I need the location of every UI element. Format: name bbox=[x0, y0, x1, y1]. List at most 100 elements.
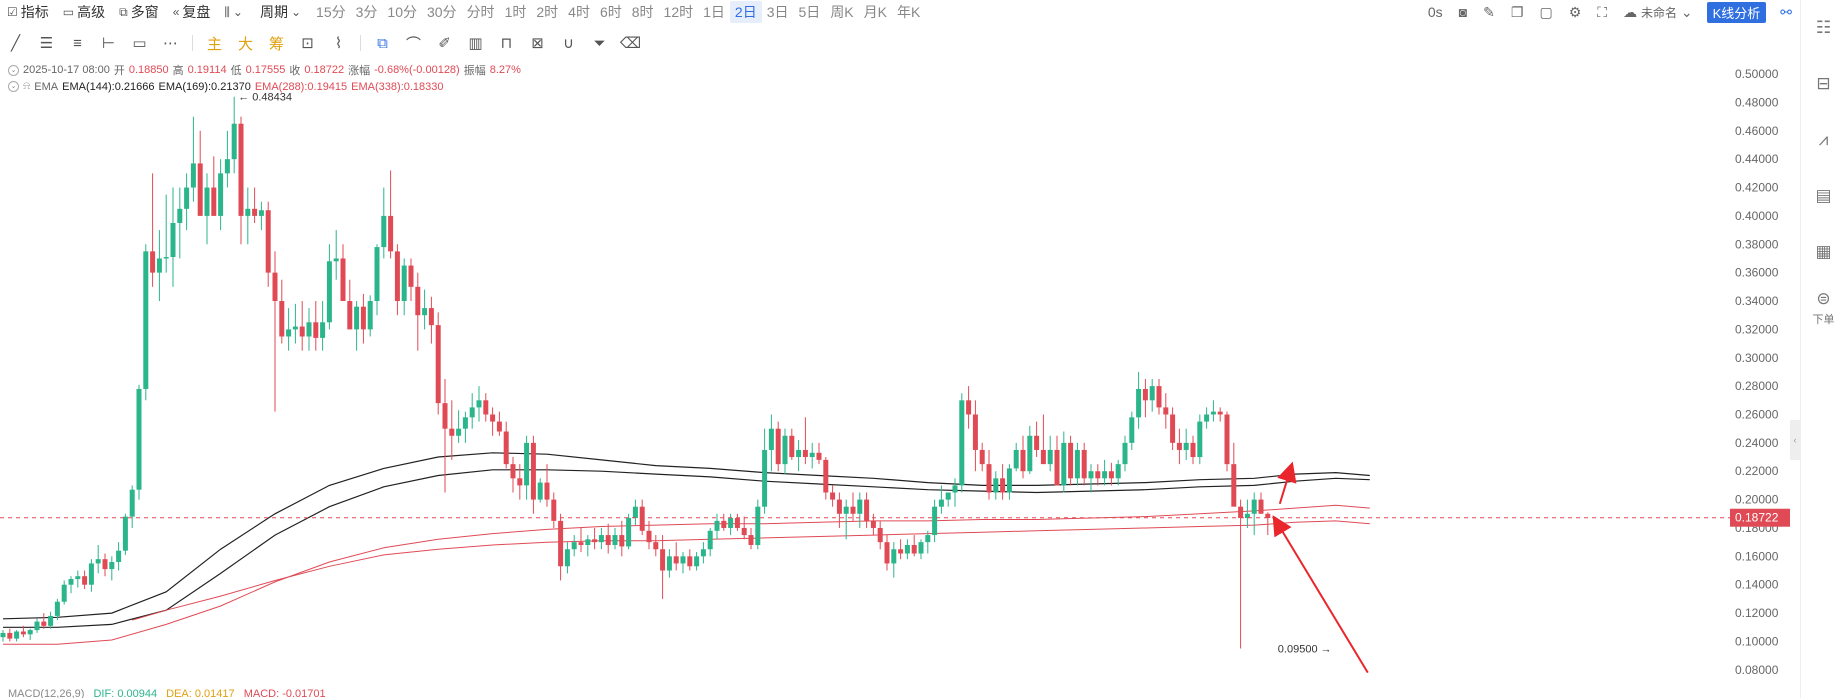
period-tab[interactable]: 周K bbox=[830, 4, 854, 20]
candle-body[interactable] bbox=[585, 539, 591, 545]
candle-body[interactable] bbox=[598, 535, 604, 543]
sidebar-depth-icon[interactable]: ▤ bbox=[1815, 186, 1832, 205]
candle-body[interactable] bbox=[442, 403, 448, 429]
candle-body[interactable] bbox=[388, 215, 394, 252]
replay-button[interactable]: «复盘 bbox=[172, 4, 211, 20]
trend-line-icon[interactable]: ╱ bbox=[10, 35, 21, 52]
candle-body[interactable] bbox=[1244, 513, 1250, 519]
candle-body[interactable] bbox=[75, 576, 81, 580]
candle-body[interactable] bbox=[1115, 464, 1121, 479]
candle-body[interactable] bbox=[360, 306, 366, 330]
layout-icon[interactable]: ▢ bbox=[1539, 3, 1553, 20]
big-order-toggle[interactable]: 大 bbox=[237, 35, 253, 53]
candle-body[interactable] bbox=[1210, 411, 1216, 415]
candle-body[interactable] bbox=[1061, 442, 1067, 486]
candle-body[interactable] bbox=[775, 428, 781, 465]
candle-body[interactable] bbox=[1156, 386, 1162, 408]
candle-body[interactable] bbox=[870, 520, 876, 528]
fullscreen-icon[interactable]: ⛶ bbox=[1597, 3, 1608, 20]
sidebar-order-button[interactable]: ⊜ 下单 bbox=[1801, 280, 1845, 336]
candle-body[interactable] bbox=[748, 535, 754, 545]
sidebar-chart-icon[interactable]: ⩘ bbox=[1818, 130, 1829, 149]
candle-body[interactable] bbox=[177, 208, 183, 223]
candle-body[interactable] bbox=[694, 556, 700, 567]
candle-body[interactable] bbox=[48, 615, 54, 626]
candle-body[interactable] bbox=[1013, 449, 1019, 469]
brush-icon[interactable]: ⌇ bbox=[334, 35, 343, 52]
trash-icon[interactable]: ⌫ bbox=[619, 35, 642, 52]
candle-body[interactable] bbox=[333, 258, 339, 262]
candle-body[interactable] bbox=[1027, 435, 1033, 472]
candle-body[interactable] bbox=[422, 308, 428, 316]
candle-body[interactable] bbox=[347, 301, 353, 330]
period-tab[interactable]: 30分 bbox=[426, 4, 457, 20]
ruler-icon[interactable]: ⌒ bbox=[405, 35, 421, 53]
candle-body[interactable] bbox=[626, 518, 632, 547]
candle-body[interactable] bbox=[891, 549, 897, 564]
candle-body[interactable] bbox=[449, 428, 455, 436]
candle-body[interactable] bbox=[1217, 411, 1223, 415]
candle-body[interactable] bbox=[156, 258, 162, 273]
candle-body[interactable] bbox=[272, 272, 278, 302]
share-icon[interactable]: ⚯ bbox=[1780, 3, 1792, 20]
candle-body[interactable] bbox=[367, 301, 373, 330]
candle-body[interactable] bbox=[1102, 471, 1108, 479]
candle-body[interactable] bbox=[1183, 442, 1189, 450]
candle-body[interactable] bbox=[197, 163, 203, 216]
magnet-icon[interactable]: ∪ bbox=[563, 35, 574, 52]
candle-body[interactable] bbox=[1034, 435, 1040, 450]
edit-square-icon[interactable]: ⊡ bbox=[301, 35, 314, 52]
candle-body[interactable] bbox=[1000, 478, 1006, 493]
candle-body[interactable] bbox=[1006, 468, 1012, 493]
candle-body[interactable] bbox=[789, 435, 795, 458]
candle-body[interactable] bbox=[1190, 442, 1196, 458]
candle-body[interactable] bbox=[469, 407, 475, 418]
candle-body[interactable] bbox=[0, 632, 6, 638]
candle-body[interactable] bbox=[95, 559, 101, 564]
candle-body[interactable] bbox=[354, 306, 360, 330]
period-dropdown[interactable]: 周期 ⌄ bbox=[259, 4, 302, 20]
candle-body[interactable] bbox=[462, 417, 468, 429]
collapse-sidebar-handle[interactable]: ‹ bbox=[1790, 420, 1800, 460]
candle-body[interactable] bbox=[592, 539, 598, 543]
candle-body[interactable] bbox=[1224, 414, 1230, 465]
indicators-button[interactable]: ☑ 指标 bbox=[7, 4, 49, 20]
period-tab[interactable]: 1时 bbox=[504, 4, 527, 20]
candle-body[interactable] bbox=[551, 499, 557, 521]
candle-body[interactable] bbox=[612, 535, 618, 545]
candle-body[interactable] bbox=[1068, 442, 1074, 479]
candle-body[interactable] bbox=[1231, 464, 1237, 507]
period-tab[interactable]: 15分 bbox=[316, 4, 346, 20]
candle-body[interactable] bbox=[993, 478, 999, 493]
candle-body[interactable] bbox=[122, 516, 128, 551]
candle-body[interactable] bbox=[823, 459, 829, 493]
candle-body[interactable] bbox=[1163, 407, 1169, 415]
candle-body[interactable] bbox=[843, 506, 849, 514]
candle-body[interactable] bbox=[258, 210, 264, 216]
candle-body[interactable] bbox=[27, 630, 33, 635]
candle-body[interactable] bbox=[374, 247, 380, 302]
candle-body[interactable] bbox=[1081, 449, 1087, 479]
candle-body[interactable] bbox=[1258, 499, 1264, 514]
candle-body[interactable] bbox=[802, 449, 808, 458]
candle-body[interactable] bbox=[1129, 417, 1135, 443]
candle-body[interactable] bbox=[1040, 449, 1046, 465]
candle-body[interactable] bbox=[619, 535, 625, 547]
candle-body[interactable] bbox=[728, 518, 734, 528]
candle-body[interactable] bbox=[1149, 386, 1155, 401]
period-tab[interactable]: 8时 bbox=[631, 4, 654, 20]
candle-body[interactable] bbox=[673, 556, 679, 564]
candle-body[interactable] bbox=[918, 542, 924, 554]
candle-body[interactable] bbox=[428, 308, 434, 326]
candle-body[interactable] bbox=[925, 535, 931, 543]
candle-body[interactable] bbox=[966, 400, 972, 415]
candle-body[interactable] bbox=[632, 506, 638, 519]
period-tab[interactable]: 12时 bbox=[663, 4, 694, 20]
candle-body[interactable] bbox=[660, 549, 666, 571]
candle-body[interactable] bbox=[768, 428, 774, 450]
candle-body[interactable] bbox=[639, 506, 645, 531]
candle-body[interactable] bbox=[986, 464, 992, 493]
candle-body[interactable] bbox=[306, 322, 312, 337]
candle-body[interactable] bbox=[320, 322, 326, 338]
candle-body[interactable] bbox=[932, 506, 938, 536]
